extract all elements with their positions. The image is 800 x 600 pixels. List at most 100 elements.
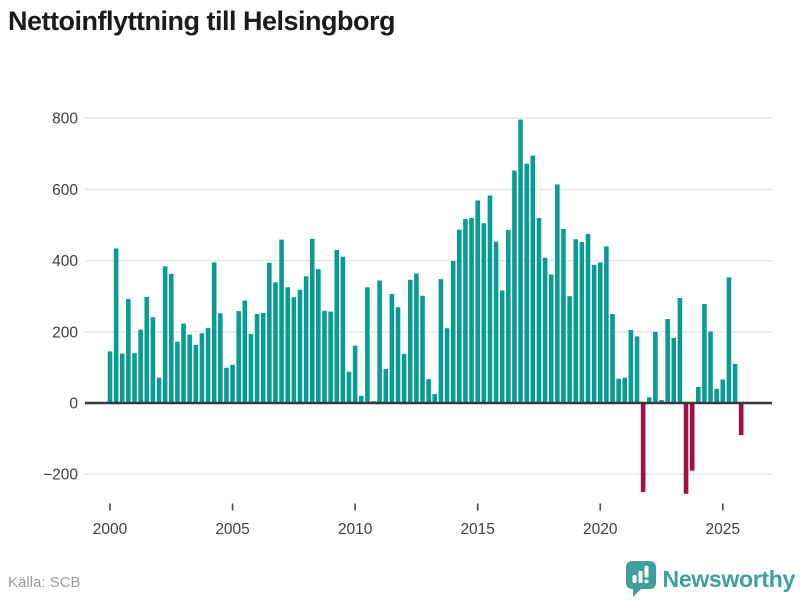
bar-2019-Q3 (585, 233, 591, 403)
bar-2019-Q2 (579, 242, 585, 403)
bar-2005-Q4 (248, 333, 254, 403)
bar-2022-Q1 (646, 397, 652, 403)
bar-2006-Q3 (267, 262, 272, 403)
x-axis-label-2000: 2000 (93, 521, 128, 538)
bar-2004-Q2 (211, 262, 217, 403)
bar-2016-Q1 (499, 290, 505, 403)
bar-2003-Q3 (193, 344, 199, 403)
bar-2012-Q4 (420, 295, 425, 403)
bar-2011-Q1 (377, 280, 382, 403)
bar-2021-Q4 (640, 403, 646, 492)
bar-2021-Q1 (622, 377, 628, 403)
bar-2010-Q3 (365, 287, 370, 403)
bar-2014-Q4 (469, 217, 474, 403)
bar-2006-Q1 (254, 314, 260, 403)
bar-2009-Q2 (334, 249, 340, 403)
bar-2002-Q2 (162, 266, 168, 403)
bar-2007-Q2 (285, 287, 291, 403)
bar-2013-Q4 (444, 328, 450, 403)
bar-2010-Q2 (358, 395, 364, 403)
bar-2021-Q3 (634, 336, 640, 403)
bar-2025-Q2 (726, 277, 732, 403)
bar-2011-Q3 (389, 294, 395, 403)
logo-exclamation-dot (644, 579, 649, 584)
bar-2011-Q4 (395, 307, 401, 403)
bar-2008-Q1 (303, 276, 309, 403)
bar-2024-Q3 (708, 331, 713, 403)
bar-2002-Q3 (168, 273, 174, 403)
bar-2000-Q4 (126, 299, 131, 403)
bar-2022-Q4 (665, 318, 670, 403)
logo-bar-medium (638, 571, 643, 583)
bar-2005-Q1 (230, 364, 235, 403)
bar-2019-Q1 (573, 239, 579, 403)
bar-2014-Q1 (450, 260, 456, 403)
bar-2001-Q2 (138, 329, 143, 403)
bar-2013-Q3 (438, 279, 444, 403)
bar-2009-Q1 (328, 311, 333, 403)
x-axis-label-2005: 2005 (215, 521, 249, 538)
bar-2023-Q3 (683, 403, 689, 494)
bar-2018-Q1 (548, 274, 554, 403)
bar-2015-Q2 (481, 223, 487, 403)
y-axis-label-800: 800 (52, 111, 78, 128)
logo-bar-small (632, 575, 637, 583)
bar-2015-Q3 (487, 195, 493, 403)
bar-2003-Q1 (181, 323, 186, 403)
x-axis-label-2020: 2020 (583, 521, 618, 538)
bar-2007-Q3 (291, 297, 297, 403)
bar-2014-Q3 (463, 218, 468, 403)
bar-2008-Q4 (322, 310, 327, 403)
bar-2008-Q3 (316, 269, 321, 403)
bar-2023-Q1 (671, 337, 677, 403)
bar-2001-Q4 (150, 317, 156, 403)
bar-2000-Q3 (119, 353, 125, 403)
bar-2023-Q2 (677, 297, 683, 403)
bar-2007-Q4 (297, 289, 303, 403)
bar-2018-Q3 (561, 228, 566, 403)
bar-2015-Q1 (475, 200, 480, 403)
x-axis-label-2010: 2010 (338, 521, 373, 538)
bar-2016-Q2 (506, 229, 511, 403)
y-axis-label-0: 0 (69, 396, 78, 413)
bar-2012-Q3 (414, 273, 419, 403)
bar-2014-Q2 (457, 229, 462, 403)
bar-2012-Q2 (407, 279, 413, 403)
bar-2020-Q4 (616, 378, 621, 403)
bar-2018-Q4 (567, 296, 572, 403)
y-axis-label-600: 600 (52, 182, 78, 199)
y-axis-label-200: 200 (52, 324, 78, 341)
bar-2022-Q3 (659, 400, 664, 403)
y-axis-label--200: −200 (43, 467, 78, 484)
bar-2025-Q3 (732, 363, 738, 403)
bar-2003-Q2 (187, 334, 192, 403)
bar-2016-Q4 (518, 119, 523, 404)
x-axis-label-2025: 2025 (706, 521, 740, 538)
newsworthy-bubble-icon (625, 561, 656, 597)
bar-2005-Q3 (242, 300, 248, 403)
bar-2013-Q2 (432, 394, 438, 403)
bar-2024-Q2 (702, 304, 707, 403)
bar-2016-Q3 (512, 170, 517, 403)
bar-2012-Q1 (401, 353, 407, 403)
bar-2021-Q2 (628, 330, 634, 403)
bar-2024-Q4 (714, 388, 719, 403)
footer: Källa: SCB Newsworthy (0, 558, 800, 600)
bar-2011-Q2 (383, 368, 389, 403)
bar-2017-Q1 (524, 163, 529, 403)
bar-2010-Q1 (352, 345, 358, 403)
bar-2020-Q1 (597, 262, 603, 403)
bar-2017-Q2 (530, 155, 536, 403)
bar-2001-Q1 (132, 353, 137, 403)
bar-2009-Q4 (346, 371, 352, 403)
page-title: Nettoinflyttning till Helsingborg (8, 6, 395, 36)
x-axis-label-2015: 2015 (460, 521, 494, 538)
bar-2002-Q4 (175, 341, 180, 403)
bar-2019-Q4 (591, 264, 597, 403)
bar-2003-Q4 (199, 333, 205, 403)
newsworthy-logo[interactable]: Newsworthy (625, 560, 796, 598)
newsworthy-logo-text: Newsworthy (662, 565, 796, 592)
bar-2020-Q3 (610, 314, 615, 403)
bar-2008-Q2 (309, 238, 315, 403)
bar-2022-Q2 (653, 331, 658, 403)
